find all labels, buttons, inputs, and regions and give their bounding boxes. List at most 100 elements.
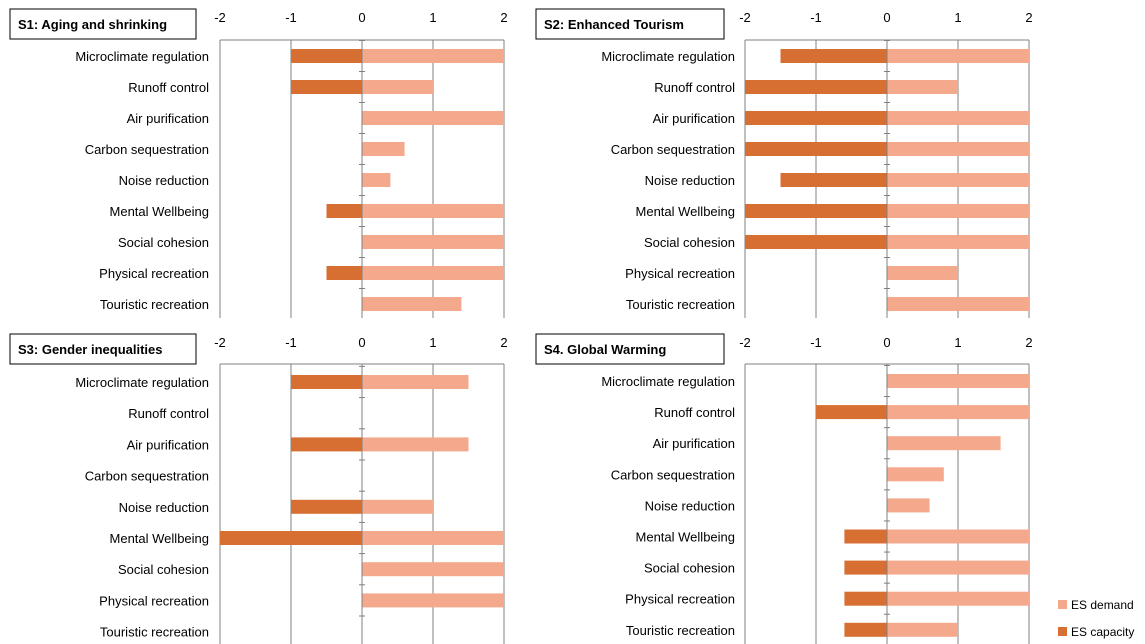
bar-es-demand [362,499,433,514]
bar-es-capacity [816,405,887,420]
x-tick-label: -1 [285,335,297,350]
category-label: Carbon sequestration [85,142,209,157]
bar-es-demand [887,405,1029,420]
category-label: Microclimate regulation [75,375,209,390]
bar-es-capacity [291,375,362,389]
bar-es-capacity [745,111,887,125]
legend-swatch-capacity [1058,627,1067,636]
bar-es-capacity [745,142,887,156]
bar-es-capacity [780,173,887,187]
x-tick-label: 2 [1025,10,1032,25]
panel-title-box [9,8,197,40]
x-tick-label: 0 [358,335,365,350]
bar-es-capacity [326,266,362,280]
category-label: Runoff control [128,80,209,95]
bar-es-demand [887,560,1029,575]
category-label: Physical recreation [625,266,735,281]
x-tick-label: -2 [214,335,226,350]
bar-es-demand [887,142,1029,156]
category-label: Runoff control [654,80,735,95]
category-label: Carbon sequestration [611,142,735,157]
bar-es-demand [887,297,1029,311]
x-tick-label: 0 [883,335,890,350]
x-tick-label: -2 [739,10,751,25]
bar-es-demand [887,266,958,280]
category-label: Physical recreation [625,592,735,607]
bar-es-demand [887,498,930,513]
bar-es-capacity [780,49,887,63]
x-tick-label: 1 [954,10,961,25]
category-label: Social cohesion [118,562,209,577]
category-label: Air purification [127,111,209,126]
category-label: Social cohesion [118,235,209,250]
bar-es-demand [362,531,504,545]
bar-es-demand [362,375,469,389]
x-tick-label: -1 [285,10,297,25]
chart-panel-2: -2 -1 0 1 2 Microclimate regulation Runoff con… [535,8,1033,318]
bar-es-demand [887,591,1029,606]
bar-es-demand [887,529,1029,544]
x-tick-label: 2 [1025,335,1032,350]
panel-title-box [9,333,197,365]
x-tick-label: 1 [954,335,961,350]
bar-es-demand [362,111,504,125]
bar-es-capacity [291,80,362,94]
bar-es-demand [887,374,1029,388]
bar-es-demand [362,266,504,280]
bar-es-demand [887,80,958,94]
bar-es-demand [362,562,504,577]
bar-es-demand [887,622,958,637]
bar-es-demand [887,467,944,482]
bar-es-demand [362,297,462,311]
x-tick-label: 0 [883,10,890,25]
category-label: Mental Wellbeing [110,531,209,546]
category-label: Carbon sequestration [85,469,209,484]
bar-es-capacity [844,529,887,544]
bar-es-capacity [291,499,362,514]
panel-title: S3: Gender inequalities [18,342,163,357]
panel-title: S2: Enhanced Tourism [544,17,684,32]
bar-es-demand [362,235,504,249]
x-tick-label: 1 [429,335,436,350]
bar-es-capacity [220,531,362,545]
x-tick-label: 2 [500,335,507,350]
bar-es-demand [362,49,504,63]
bar-es-capacity [844,622,887,637]
category-label: Noise reduction [119,173,209,188]
x-tick-label: -2 [739,335,751,350]
x-tick-label: -2 [214,10,226,25]
bar-es-capacity [844,591,887,606]
category-label: Noise reduction [645,173,735,188]
bar-es-capacity [745,235,887,249]
panel-title: S1: Aging and shrinking [18,17,167,32]
legend-swatch-demand [1058,600,1067,609]
category-label: Carbon sequestration [611,467,735,482]
bar-es-capacity [844,560,887,575]
legend: ES demand ES capacity [1058,598,1134,639]
category-label: Air purification [653,436,735,451]
bar-es-capacity [745,204,887,218]
x-tick-label: 1 [429,10,436,25]
bar-es-demand [887,436,1001,451]
panel-title-box [535,8,725,40]
chart-panel-3: -2 -1 0 1 2 Microclimate regulation Runoff con… [9,333,508,644]
category-label: Microclimate regulation [75,49,209,64]
category-label: Air purification [653,111,735,126]
x-tick-label: -1 [810,335,822,350]
category-label: Noise reduction [645,498,735,513]
panel-title-box [535,333,725,365]
bar-es-demand [362,80,433,94]
category-label: Mental Wellbeing [636,204,735,219]
category-label: Runoff control [654,405,735,420]
category-label: Noise reduction [119,500,209,515]
bar-es-capacity [291,437,362,452]
legend-label-capacity: ES capacity [1071,625,1134,639]
category-label: Air purification [127,437,209,452]
category-label: Microclimate regulation [601,49,735,64]
x-tick-label: 2 [500,10,507,25]
chart-panel-1: -2 -1 0 1 2 Microclimate regulation Runoff con… [9,8,508,318]
category-label: Mental Wellbeing [636,530,735,545]
category-label: Touristic recreation [626,623,735,638]
bar-es-capacity [326,204,362,218]
